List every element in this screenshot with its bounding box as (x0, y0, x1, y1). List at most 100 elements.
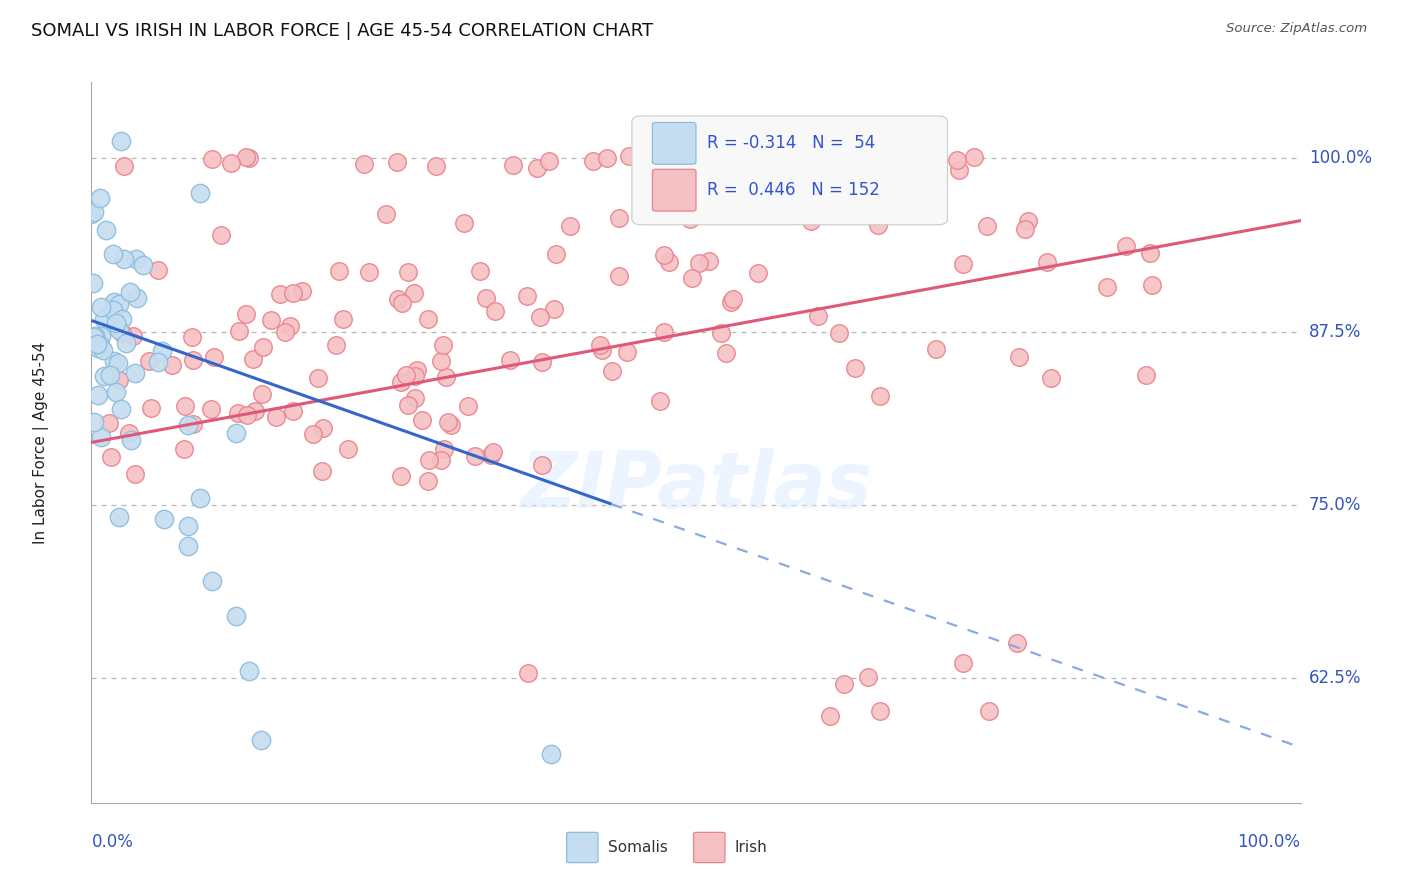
Point (440, 417, 463, 432)
Point (103, 354, 125, 368)
Point (97, 416, 120, 430)
FancyBboxPatch shape (652, 169, 696, 211)
Point (1005, 636, 1028, 650)
Point (124, 467, 146, 482)
Point (103, 295, 125, 310)
Point (83, 205, 105, 219)
Point (96, 222, 118, 236)
Point (111, 326, 134, 340)
Point (544, 246, 567, 260)
Point (225, 608, 247, 623)
Point (530, 458, 553, 473)
Point (648, 394, 671, 409)
Point (425, 159, 447, 173)
Point (201, 574, 224, 588)
Point (177, 417, 200, 432)
Point (281, 285, 304, 300)
Point (457, 399, 479, 413)
Point (274, 325, 297, 339)
Point (799, 156, 821, 170)
Point (720, 295, 742, 310)
Point (531, 354, 554, 368)
Point (138, 353, 160, 368)
Point (202, 350, 225, 364)
Point (516, 288, 538, 302)
Point (112, 160, 135, 174)
Text: Somalis: Somalis (607, 840, 668, 855)
Point (83, 415, 105, 429)
Point (173, 442, 195, 457)
Point (402, 286, 425, 301)
Point (1039, 371, 1062, 385)
Point (516, 665, 538, 680)
Point (607, 268, 630, 283)
Point (357, 265, 380, 279)
Point (714, 345, 737, 359)
Point (103, 303, 125, 318)
Point (395, 368, 418, 382)
Point (146, 263, 169, 277)
Point (181, 352, 204, 367)
Point (602, 364, 624, 378)
Point (828, 326, 851, 340)
Point (236, 408, 259, 422)
Point (479, 448, 502, 462)
Point (681, 271, 703, 285)
Point (260, 313, 283, 327)
Point (125, 252, 148, 266)
Point (807, 310, 830, 324)
Point (90, 301, 112, 315)
Text: Source: ZipAtlas.com: Source: ZipAtlas.com (1226, 22, 1367, 36)
Point (526, 161, 548, 176)
Point (160, 359, 183, 373)
Point (141, 401, 163, 415)
Point (238, 664, 260, 678)
Point (596, 151, 619, 165)
Text: In Labor Force | Age 45-54: In Labor Force | Age 45-54 (32, 342, 49, 543)
Point (108, 297, 131, 311)
Point (174, 399, 197, 413)
Point (93, 312, 115, 326)
Point (188, 491, 211, 505)
Point (118, 426, 141, 441)
Point (387, 155, 409, 169)
Point (104, 316, 127, 330)
Point (245, 403, 267, 417)
Point (976, 219, 998, 234)
Point (311, 464, 333, 478)
Point (537, 154, 560, 169)
Point (484, 303, 506, 318)
Point (679, 211, 702, 226)
Point (616, 345, 638, 359)
Point (132, 258, 155, 272)
Point (430, 354, 453, 368)
Point (925, 342, 948, 356)
Point (818, 708, 841, 723)
Point (110, 134, 132, 148)
Point (389, 469, 412, 483)
Point (591, 343, 613, 358)
Point (83, 328, 105, 343)
Point (235, 307, 257, 321)
Point (800, 213, 823, 227)
Point (90, 329, 112, 343)
Point (952, 257, 974, 271)
Point (391, 296, 413, 310)
Point (858, 670, 880, 684)
Point (607, 211, 630, 226)
Point (869, 705, 891, 719)
Point (588, 337, 610, 351)
Point (411, 413, 433, 427)
Point (652, 325, 675, 339)
Point (82, 276, 104, 290)
Point (747, 266, 769, 280)
Point (201, 152, 224, 166)
Point (332, 311, 354, 326)
Point (1014, 222, 1036, 236)
Point (911, 155, 934, 169)
Text: 62.5%: 62.5% (1309, 669, 1361, 687)
Point (396, 265, 419, 279)
Point (434, 370, 457, 384)
Point (464, 449, 486, 463)
Point (103, 247, 125, 261)
